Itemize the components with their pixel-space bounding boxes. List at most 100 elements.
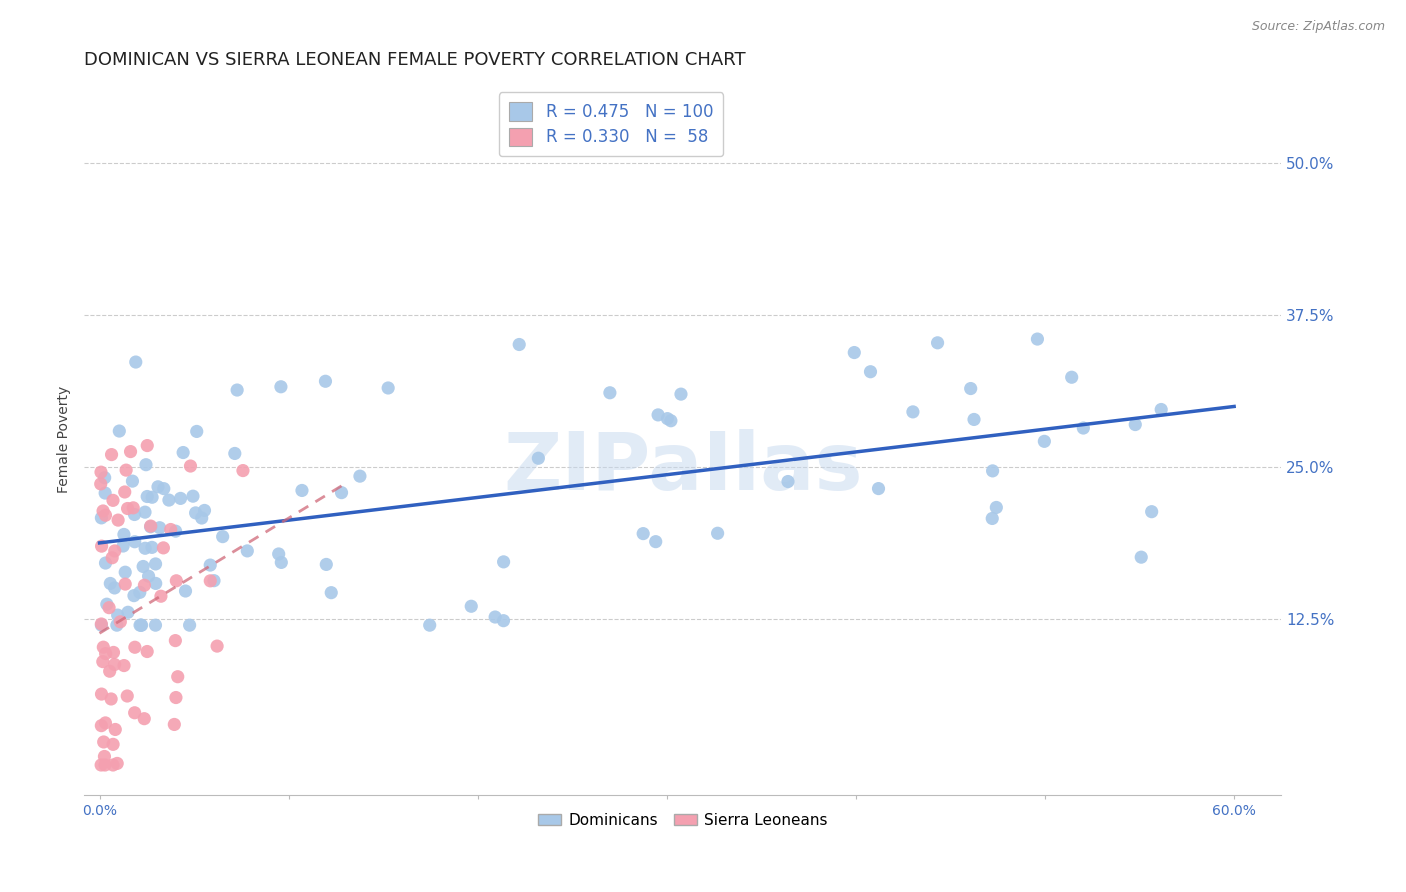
Point <box>776 475 799 489</box>
Point <box>349 469 371 483</box>
Point <box>112 539 135 553</box>
Point <box>124 534 146 549</box>
Point <box>211 530 233 544</box>
Point <box>291 483 314 498</box>
Point <box>174 584 197 599</box>
Text: Source: ZipAtlas.com: Source: ZipAtlas.com <box>1251 20 1385 33</box>
Point <box>460 599 482 614</box>
Point <box>114 565 136 579</box>
Point <box>115 689 138 703</box>
Point <box>1140 505 1163 519</box>
Point <box>128 585 150 599</box>
Point <box>93 749 115 764</box>
Point <box>981 464 1004 478</box>
Point <box>90 465 112 479</box>
Point <box>981 511 1004 525</box>
Point <box>492 614 515 628</box>
Point <box>131 618 153 632</box>
Point <box>134 578 156 592</box>
Point <box>90 618 112 632</box>
Point <box>107 608 129 623</box>
Point <box>321 585 343 599</box>
Point <box>96 597 118 611</box>
Point <box>152 541 174 555</box>
Point <box>166 670 188 684</box>
Point <box>165 524 187 538</box>
Point <box>101 758 124 772</box>
Point <box>1123 417 1146 432</box>
Point <box>90 511 112 525</box>
Point <box>114 485 136 500</box>
Point <box>165 574 187 588</box>
Point <box>146 480 169 494</box>
Point <box>107 513 129 527</box>
Point <box>527 451 550 466</box>
Point <box>169 491 191 506</box>
Point <box>104 657 127 672</box>
Point <box>224 446 246 460</box>
Text: DOMINICAN VS SIERRA LEONEAN FEMALE POVERTY CORRELATION CHART: DOMINICAN VS SIERRA LEONEAN FEMALE POVER… <box>84 51 747 69</box>
Point <box>657 411 679 425</box>
Point <box>986 500 1008 515</box>
Point <box>90 477 112 491</box>
Point <box>1073 421 1095 435</box>
Point <box>122 500 145 515</box>
Point <box>330 485 353 500</box>
Text: ZIPaIlas: ZIPaIlas <box>503 429 863 508</box>
Point <box>844 345 866 359</box>
Point <box>90 758 112 772</box>
Point <box>93 471 115 485</box>
Point <box>103 645 125 659</box>
Point <box>927 335 949 350</box>
Point <box>159 523 181 537</box>
Point <box>236 544 259 558</box>
Point <box>138 569 160 583</box>
Point <box>120 444 142 458</box>
Point <box>200 574 222 588</box>
Point <box>129 618 152 632</box>
Y-axis label: Female Poverty: Female Poverty <box>58 386 72 493</box>
Point <box>124 640 146 655</box>
Point <box>135 458 157 472</box>
Point <box>98 664 121 678</box>
Point <box>153 482 176 496</box>
Point <box>492 555 515 569</box>
Point <box>419 618 441 632</box>
Point <box>103 581 125 595</box>
Point <box>91 640 114 655</box>
Point <box>94 758 117 772</box>
Point <box>669 387 692 401</box>
Point <box>145 557 167 571</box>
Point <box>139 520 162 534</box>
Point <box>484 610 506 624</box>
Point <box>94 556 117 570</box>
Point <box>165 690 187 705</box>
Point <box>91 655 114 669</box>
Point <box>901 405 924 419</box>
Point <box>190 511 212 525</box>
Point <box>599 385 621 400</box>
Point <box>647 408 669 422</box>
Point <box>90 719 112 733</box>
Point <box>141 490 163 504</box>
Point <box>125 355 148 369</box>
Point <box>267 547 290 561</box>
Legend: Dominicans, Sierra Leoneans: Dominicans, Sierra Leoneans <box>531 806 834 834</box>
Point <box>859 365 882 379</box>
Point <box>149 521 172 535</box>
Point <box>134 712 156 726</box>
Point <box>163 717 186 731</box>
Point <box>129 618 152 632</box>
Point <box>90 687 112 701</box>
Point <box>132 559 155 574</box>
Point <box>98 576 121 591</box>
Point <box>94 486 117 500</box>
Point <box>104 544 127 558</box>
Point <box>100 448 122 462</box>
Point <box>644 534 666 549</box>
Point <box>108 424 131 438</box>
Point <box>105 618 128 632</box>
Point <box>377 381 399 395</box>
Point <box>112 658 135 673</box>
Point <box>959 382 981 396</box>
